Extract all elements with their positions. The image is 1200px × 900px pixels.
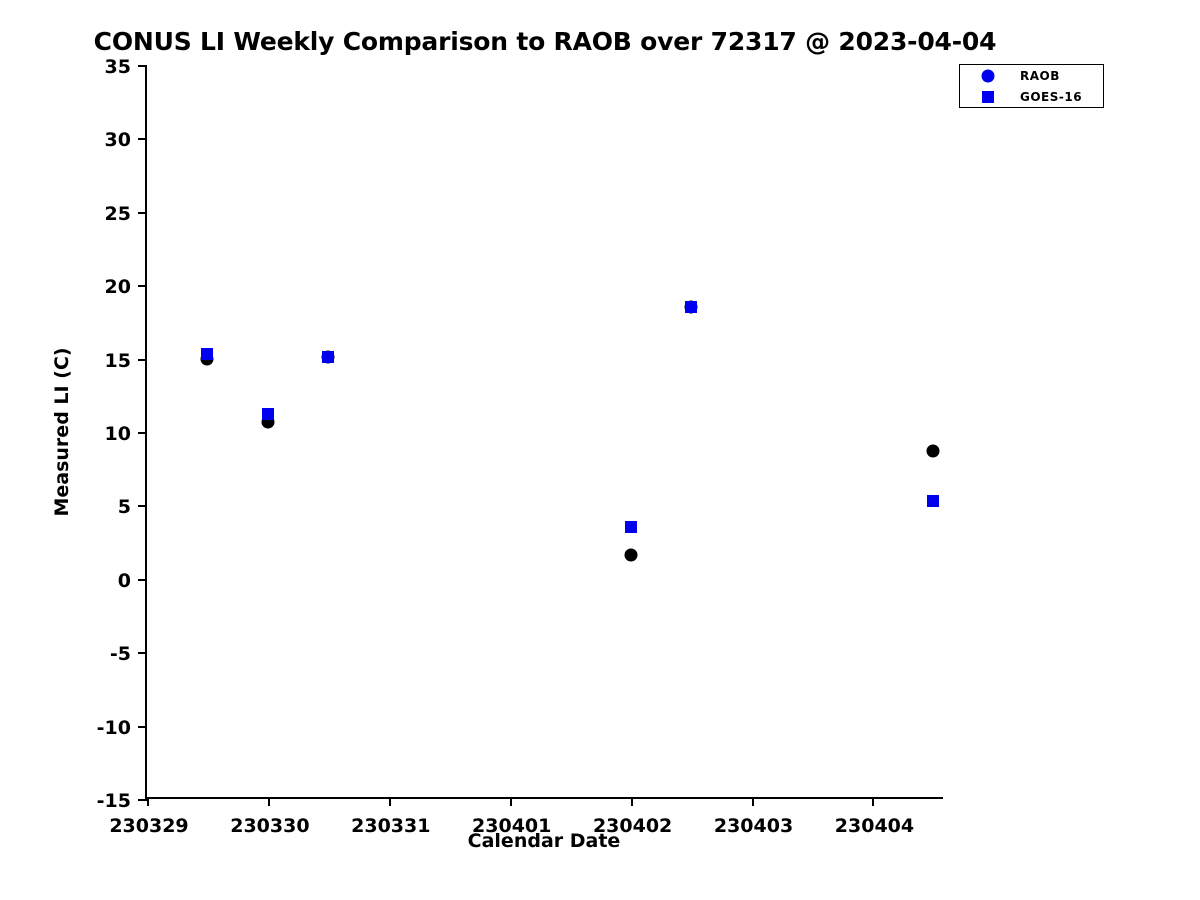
y-tick-label: 5 — [117, 496, 131, 519]
y-tick: -5 — [110, 643, 147, 665]
y-tick-label: 35 — [104, 56, 131, 78]
y-tick: 10 — [105, 423, 147, 445]
y-tick: 25 — [105, 203, 147, 225]
x-tick: 230401 — [472, 797, 551, 837]
plot-area: 35 30 25 20 15 10 5 0 -5 -10 -15 230329 230330 23033… — [97, 56, 943, 837]
x-tick-label: 230331 — [351, 815, 431, 837]
chart-title: CONUS LI Weekly Comparison to RAOB over … — [93, 27, 997, 56]
y-tick-label: -5 — [109, 643, 131, 666]
x-tick: 230331 — [351, 797, 430, 837]
y-tick-label: -15 — [96, 790, 131, 812]
y-tick-label: 10 — [104, 423, 131, 445]
x-tick-label: 230330 — [230, 815, 310, 837]
y-tick: 35 — [105, 56, 147, 78]
data-point-goes-16 — [624, 521, 637, 534]
x-tick-label: 230402 — [592, 815, 673, 837]
x-axis-label: Calendar Date — [467, 830, 621, 852]
y-tick: 0 — [118, 570, 147, 592]
chart-legend: RAOB GOES-16 — [959, 64, 1104, 108]
legend-label: GOES-16 — [1020, 90, 1083, 104]
data-points-layer — [147, 65, 943, 797]
y-tick: -10 — [97, 717, 147, 739]
y-tick: 30 — [105, 129, 147, 151]
x-tick: 230329 — [109, 797, 189, 837]
data-point-goes-16 — [926, 494, 939, 507]
data-point-goes-16 — [201, 348, 214, 361]
x-tick: 230402 — [593, 797, 672, 837]
legend-square-icon — [982, 91, 994, 103]
y-tick: 5 — [118, 496, 147, 518]
legend-entry: RAOB — [960, 66, 1103, 86]
y-tick-label: 30 — [104, 129, 131, 152]
x-tick-label: 230329 — [109, 815, 189, 837]
legend-label: RAOB — [1020, 69, 1060, 83]
y-tick: 15 — [105, 350, 147, 372]
y-axis-label: Measured LI (C) — [51, 347, 73, 517]
legend-marker-box — [960, 87, 1016, 107]
data-point-goes-16 — [261, 408, 274, 421]
y-tick-label: 25 — [104, 202, 131, 225]
x-tick-label: 230404 — [834, 815, 915, 837]
y-tick: 20 — [105, 276, 147, 298]
data-point-raob — [926, 444, 940, 458]
y-tick-label: 0 — [117, 569, 131, 592]
x-tick: 230403 — [714, 797, 793, 837]
x-tick: 230330 — [230, 797, 310, 837]
y-tick-label: 15 — [104, 349, 131, 372]
data-point-raob — [624, 548, 638, 562]
legend-circle-icon — [981, 69, 995, 83]
x-tick-label: 230403 — [713, 815, 794, 837]
y-tick: -15 — [97, 790, 147, 812]
x-tick-label: 230401 — [472, 815, 552, 837]
y-tick-label: 20 — [104, 276, 131, 299]
legend-marker-box — [960, 66, 1016, 86]
x-tick: 230404 — [835, 797, 914, 837]
data-point-goes-16 — [322, 351, 335, 364]
data-point-goes-16 — [685, 301, 698, 314]
legend-entry: GOES-16 — [960, 87, 1103, 107]
y-tick-label: -10 — [96, 716, 131, 739]
